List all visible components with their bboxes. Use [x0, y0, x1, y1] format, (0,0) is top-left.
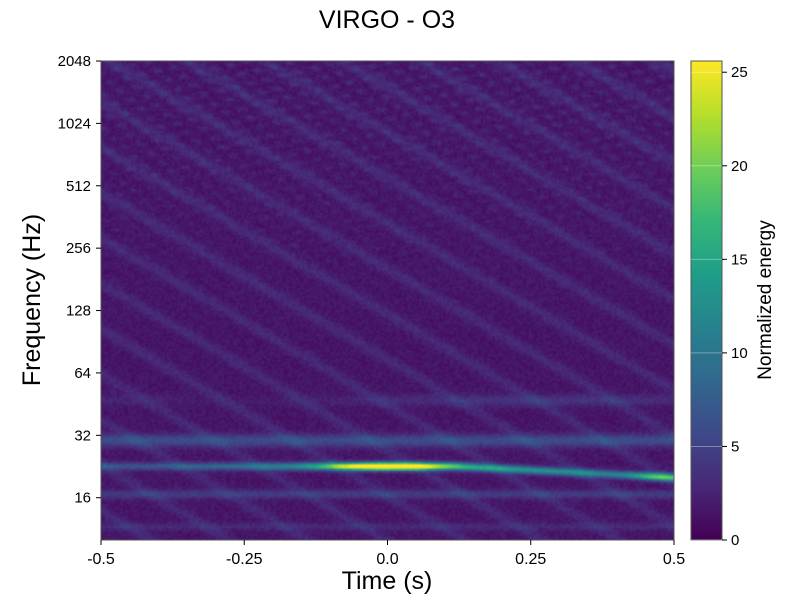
y-tick-label: 1024 [58, 115, 91, 132]
plot-area [100, 60, 675, 541]
x-tick-label: -0.25 [226, 551, 263, 568]
y-tick-label: 256 [66, 240, 91, 257]
y-axis-ticks: 16 32 64 128 256 512 1024 2048 [58, 53, 101, 507]
x-tick-label: 0.5 [663, 551, 685, 568]
x-tick-label: 0.0 [376, 551, 398, 568]
y-tick-label: 2048 [58, 53, 91, 70]
x-axis-label: Time (s) [342, 567, 433, 595]
y-tick-label: 128 [66, 303, 91, 320]
chart-title: VIRGO - O3 [319, 6, 455, 34]
spectrogram-heatmap [101, 61, 674, 540]
y-tick-label: 32 [74, 427, 91, 444]
colorbar-label: Normalized energy [755, 220, 776, 380]
colorbar-tick-label: 15 [731, 251, 748, 268]
colorbar-tick-label: 20 [731, 158, 748, 175]
y-axis-label: Frequency (Hz) [18, 214, 46, 386]
colorbar-tick-label: 25 [731, 64, 748, 81]
x-tick-label: 0.25 [515, 551, 546, 568]
colorbar-ticks: 0 5 10 15 20 25 [691, 64, 748, 549]
x-tick-label: -0.5 [87, 551, 115, 568]
colorbar-tick-label: 10 [731, 345, 748, 362]
colorbar-gradient [691, 61, 722, 540]
y-tick-label: 512 [66, 178, 91, 195]
y-tick-label: 64 [74, 365, 91, 382]
y-tick-label: 16 [74, 490, 91, 507]
colorbar: 0 5 10 15 20 25 [690, 60, 748, 549]
colorbar-tick-label: 0 [731, 532, 739, 549]
x-axis-ticks: -0.5 -0.25 0.0 0.25 0.5 [87, 540, 685, 568]
colorbar-tick-label: 5 [731, 438, 739, 455]
colorbar-frame [690, 60, 723, 541]
